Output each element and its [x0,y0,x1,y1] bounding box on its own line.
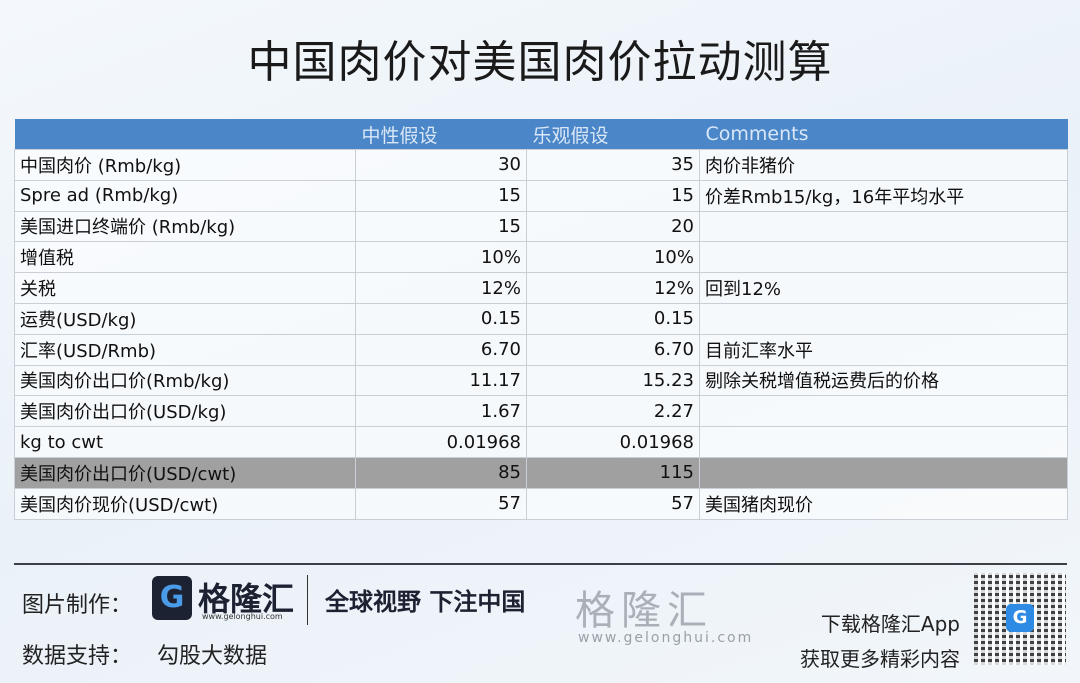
table-row: Spre ad (Rmb/kg) 15 15 价差Rmb15/kg，16年平均水平 [14,179,1068,212]
row-label: 美国肉价出口价(USD/cwt) [14,456,356,489]
row-label: Spre ad (Rmb/kg) [14,179,356,212]
neutral-value: 15 [355,210,527,243]
data-label: 数据支持： [22,644,133,669]
header-label [14,119,356,150]
comment: 目前汇率水平 [699,333,1068,366]
row-label: kg to cwt [14,426,356,458]
row-label: 增值税 [14,241,356,274]
qr-logo-icon: G [1006,604,1034,632]
table-row: 美国肉价现价(USD/cwt) 57 57 美国猪肉现价 [14,487,1068,520]
comment [699,241,1068,274]
optimistic-value: 15.23 [526,364,700,397]
table-row: 运费(USD/kg) 0.15 0.15 [14,302,1068,335]
table-row: 美国进口终端价 (Rmb/kg) 15 20 [14,210,1068,243]
neutral-value: 1.67 [355,395,527,428]
neutral-value: 10% [355,241,527,274]
comment: 肉价非猪价 [699,149,1068,181]
table-row: 美国肉价出口价(Rmb/kg) 11.17 15.23 剔除关税增值税运费后的价格 [14,364,1068,397]
more-text: 获取更多精彩内容 [800,647,960,671]
row-label: 美国肉价现价(USD/cwt) [14,487,356,520]
optimistic-value: 20 [526,210,700,243]
comment: 剔除关税增值税运费后的价格 [699,364,1068,397]
optimistic-value: 12% [526,272,700,304]
comment: 价差Rmb15/kg，16年平均水平 [699,179,1068,212]
row-label: 关税 [14,272,356,304]
table-row: kg to cwt 0.01968 0.01968 [14,426,1068,458]
table-header: 中性假设 乐观假设 Comments [14,119,1068,150]
watermark: 格隆汇 [575,588,713,634]
optimistic-value: 57 [526,487,700,520]
data-source: 勾股大数据 [157,644,268,669]
optimistic-value: 35 [526,149,700,181]
optimistic-value: 6.70 [526,333,700,366]
brand-name: 格隆汇 [198,580,295,618]
row-label: 中国肉价 (Rmb/kg) [14,149,356,181]
optimistic-value: 0.01968 [526,426,700,458]
neutral-value: 15 [355,179,527,212]
comment [699,210,1068,243]
optimistic-value: 15 [526,179,700,212]
table-row: 汇率(USD/Rmb) 6.70 6.70 目前汇率水平 [14,333,1068,366]
made-by-label: 图片制作： [22,593,133,618]
footer-divider [14,563,1067,565]
table-row: 关税 12% 12% 回到12% [14,272,1068,304]
table-row: 美国肉价出口价(USD/kg) 1.67 2.27 [14,395,1068,428]
comment [699,302,1068,335]
header-optimistic: 乐观假设 [526,119,700,150]
optimistic-value: 115 [526,456,700,489]
gelonghui-logo-icon: G [152,576,192,620]
row-label: 美国肉价出口价(Rmb/kg) [14,364,356,397]
row-label: 汇率(USD/Rmb) [14,333,356,366]
neutral-value: 0.01968 [355,426,527,458]
neutral-value: 0.15 [355,302,527,335]
neutral-value: 11.17 [355,364,527,397]
comment: 回到12% [699,272,1068,304]
slogan: 全球视野 下注中国 [325,588,526,616]
comment [699,395,1068,428]
neutral-value: 6.70 [355,333,527,366]
watermark-url: www.gelonghui.com [578,630,754,646]
neutral-value: 57 [355,487,527,520]
neutral-value: 85 [355,456,527,489]
neutral-value: 30 [355,149,527,181]
table-row: 中国肉价 (Rmb/kg) 30 35 肉价非猪价 [14,149,1068,181]
footer-separator [307,575,308,625]
row-label: 美国肉价出口价(USD/kg) [14,395,356,428]
table-row: 美国肉价出口价(USD/cwt) 85 115 [14,456,1068,489]
page-title: 中国肉价对美国肉价拉动测算 [247,37,833,88]
table-row: 增值税 10% 10% [14,241,1068,274]
header-comments: Comments [699,119,1068,150]
estimate-table: 中性假设 乐观假设 Comments 中国肉价 (Rmb/kg) 30 35 肉价非猪… [14,119,1068,520]
comment [699,456,1068,489]
download-text: 下载格隆汇App [820,612,960,636]
neutral-value: 12% [355,272,527,304]
comment [699,426,1068,458]
row-label: 运费(USD/kg) [14,302,356,335]
optimistic-value: 0.15 [526,302,700,335]
optimistic-value: 2.27 [526,395,700,428]
comment: 美国猪肉现价 [699,487,1068,520]
row-label: 美国进口终端价 (Rmb/kg) [14,210,356,243]
header-neutral: 中性假设 [355,119,527,150]
brand-url: www.gelonghui.com [202,612,283,621]
optimistic-value: 10% [526,241,700,274]
